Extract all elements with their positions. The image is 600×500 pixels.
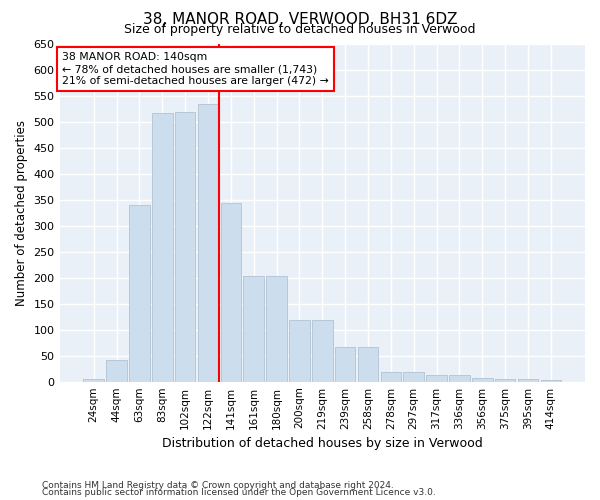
Text: Contains HM Land Registry data © Crown copyright and database right 2024.: Contains HM Land Registry data © Crown c… [42, 480, 394, 490]
Text: Size of property relative to detached houses in Verwood: Size of property relative to detached ho… [124, 22, 476, 36]
Bar [518, 379, 538, 382]
Bar [244, 276, 264, 382]
Bar [312, 320, 332, 382]
Bar [266, 276, 287, 382]
Bar [335, 347, 355, 382]
Bar [541, 380, 561, 382]
Bar [426, 375, 447, 382]
Bar [358, 347, 378, 382]
Bar [380, 372, 401, 382]
Text: 38, MANOR ROAD, VERWOOD, BH31 6DZ: 38, MANOR ROAD, VERWOOD, BH31 6DZ [143, 12, 457, 28]
Bar [106, 360, 127, 382]
Y-axis label: Number of detached properties: Number of detached properties [15, 120, 28, 306]
Bar [449, 375, 470, 382]
Bar [495, 379, 515, 382]
Bar [221, 204, 241, 382]
X-axis label: Distribution of detached houses by size in Verwood: Distribution of detached houses by size … [162, 437, 482, 450]
Bar [129, 205, 150, 382]
Bar [403, 372, 424, 382]
Bar [175, 112, 196, 382]
Bar [83, 379, 104, 382]
Text: Contains public sector information licensed under the Open Government Licence v3: Contains public sector information licen… [42, 488, 436, 497]
Bar [472, 378, 493, 382]
Bar [152, 112, 173, 382]
Text: 38 MANOR ROAD: 140sqm
← 78% of detached houses are smaller (1,743)
21% of semi-d: 38 MANOR ROAD: 140sqm ← 78% of detached … [62, 52, 329, 86]
Bar [198, 104, 218, 382]
Bar [289, 320, 310, 382]
